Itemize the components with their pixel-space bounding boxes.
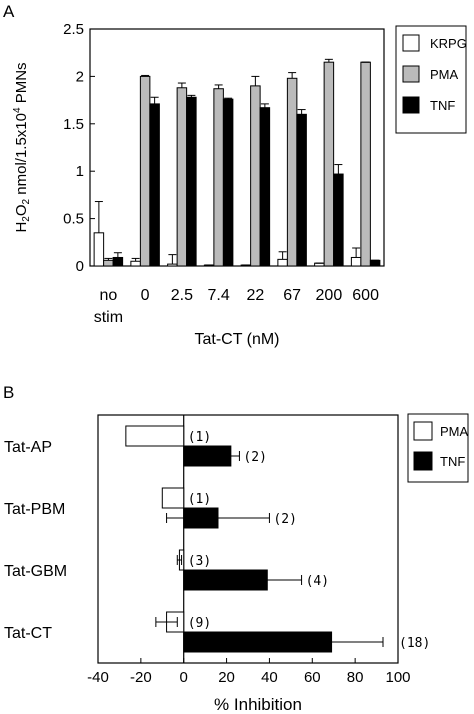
category-label: Tat-CT xyxy=(4,625,52,642)
y-tick-label: 0.5 xyxy=(63,211,84,228)
n-label: (4) xyxy=(306,574,329,589)
legend-label-krpg: KRPG xyxy=(430,36,467,51)
panel-a-legend: KRPG PMA TNF xyxy=(395,25,467,134)
panel-b-x-axis-label: % Inhibition xyxy=(214,695,302,714)
n-label: (1) xyxy=(188,492,211,507)
bar-krpg-5 xyxy=(277,258,288,267)
bar-pma-0 xyxy=(103,259,114,267)
n-label: (2) xyxy=(273,512,296,527)
bar-krpg-7 xyxy=(350,256,362,267)
bar-tnf-0 xyxy=(112,256,124,267)
bar-tnf-2 xyxy=(186,96,197,267)
y-tick-label: 1 xyxy=(76,163,84,180)
x-tick-label: 80 xyxy=(347,669,364,686)
legend-swatch-pma xyxy=(402,65,420,83)
bar-pma-0 xyxy=(125,425,185,447)
y-tick-label: 2.5 xyxy=(63,21,84,38)
x-tick-label: -20 xyxy=(130,669,152,686)
y-tick-label: 2 xyxy=(76,68,84,85)
bar-pma-3 xyxy=(213,88,224,267)
panel-a-y-axis: 0 0.5 1 1.5 2 2.5 xyxy=(63,21,95,275)
n-label: (1) xyxy=(188,430,211,445)
bar-tnf-4 xyxy=(259,107,271,267)
panel-b-plot-frame xyxy=(97,414,399,664)
x-tick-label: 100 xyxy=(385,669,410,686)
bar-krpg-1 xyxy=(130,260,141,267)
x-tick-label: 0 xyxy=(141,287,150,304)
bar-pma-5 xyxy=(286,77,298,267)
n-label: (3) xyxy=(188,554,211,569)
panel-b-label: B xyxy=(3,383,14,402)
panel-a-chart: A 0 0.5 1 1.5 2 2.5 no stim 0 2.5 7.4 22 67 200 600 H… xyxy=(3,2,467,348)
bar-pma-4 xyxy=(250,85,261,267)
x-tick-label: 67 xyxy=(283,287,301,304)
legend-label-tnf: TNF xyxy=(430,98,455,113)
bar-tnf-1 xyxy=(149,103,160,267)
x-tick-label: 200 xyxy=(316,287,343,304)
bar-tnf-6 xyxy=(333,173,344,267)
panel-b-legend: PMA TNF xyxy=(407,413,469,483)
panel-a-bars xyxy=(93,58,381,267)
panel-b-chart: B -40 -20 0 20 40 60 80 100 (1)(2)(1)(2)(3)(4)(… xyxy=(3,383,469,714)
legend-swatch-pma xyxy=(413,421,433,441)
legend-swatch-tnf xyxy=(413,451,433,471)
legend-swatch-tnf xyxy=(402,96,420,114)
panel-a-label: A xyxy=(3,2,15,21)
x-tick-label: 2.5 xyxy=(171,287,193,304)
panel-a-x-axis-label: Tat-CT (nM) xyxy=(194,331,279,348)
bar-tnf-5 xyxy=(296,113,307,267)
bar-pma-7 xyxy=(360,61,371,267)
x-tick-label: no xyxy=(99,287,117,304)
n-label: (18) xyxy=(399,636,430,651)
panel-a-x-axis: no stim 0 2.5 7.4 22 67 200 600 xyxy=(94,287,379,326)
panel-a-plot-frame xyxy=(89,28,385,267)
x-tick-label: -40 xyxy=(87,669,109,686)
bar-pma-2 xyxy=(176,87,188,267)
category-label: Tat-AP xyxy=(4,439,52,456)
x-tick-label: 40 xyxy=(261,669,278,686)
legend-label-tnf: TNF xyxy=(440,454,465,469)
bar-krpg-2 xyxy=(167,263,178,267)
y-tick-label: 0 xyxy=(76,258,84,275)
panel-a-y-axis-label: H2O2 nmol/1.5x104 PMNs xyxy=(12,62,32,232)
x-tick-label: 60 xyxy=(304,669,321,686)
bar-krpg-0 xyxy=(93,232,105,267)
bar-tnf-3 xyxy=(222,98,234,267)
n-label: (9) xyxy=(188,616,211,631)
x-tick-label: 20 xyxy=(218,669,235,686)
n-label: (2) xyxy=(243,450,266,465)
panel-b-bars: (1) (2) (1) (2) (3) (4) (9) (18) xyxy=(125,415,430,663)
legend-swatch-krpg xyxy=(402,34,420,52)
bar-pma-1 xyxy=(139,75,151,267)
x-tick-label: 600 xyxy=(352,287,379,304)
panel-b-category-labels: Tat-AP Tat-PBM Tat-GBM Tat-CT xyxy=(4,439,67,642)
category-label: Tat-PBM xyxy=(4,501,65,518)
legend-label-pma: PMA xyxy=(440,424,469,439)
y-tick-label: 1.5 xyxy=(63,116,84,133)
x-tick-label: 7.4 xyxy=(208,287,230,304)
bar-pma-6 xyxy=(323,61,335,267)
x-tick-label: 22 xyxy=(246,287,264,304)
panel-b-x-axis: -40 -20 0 20 40 60 80 100 xyxy=(87,658,411,686)
bar-tnf-7 xyxy=(369,259,381,267)
legend-label-pma: PMA xyxy=(430,67,459,82)
x-tick-label: 0 xyxy=(180,669,188,686)
x-tick-label: stim xyxy=(94,309,123,326)
bar-pma-1 xyxy=(161,487,185,509)
category-label: Tat-GBM xyxy=(4,563,67,580)
